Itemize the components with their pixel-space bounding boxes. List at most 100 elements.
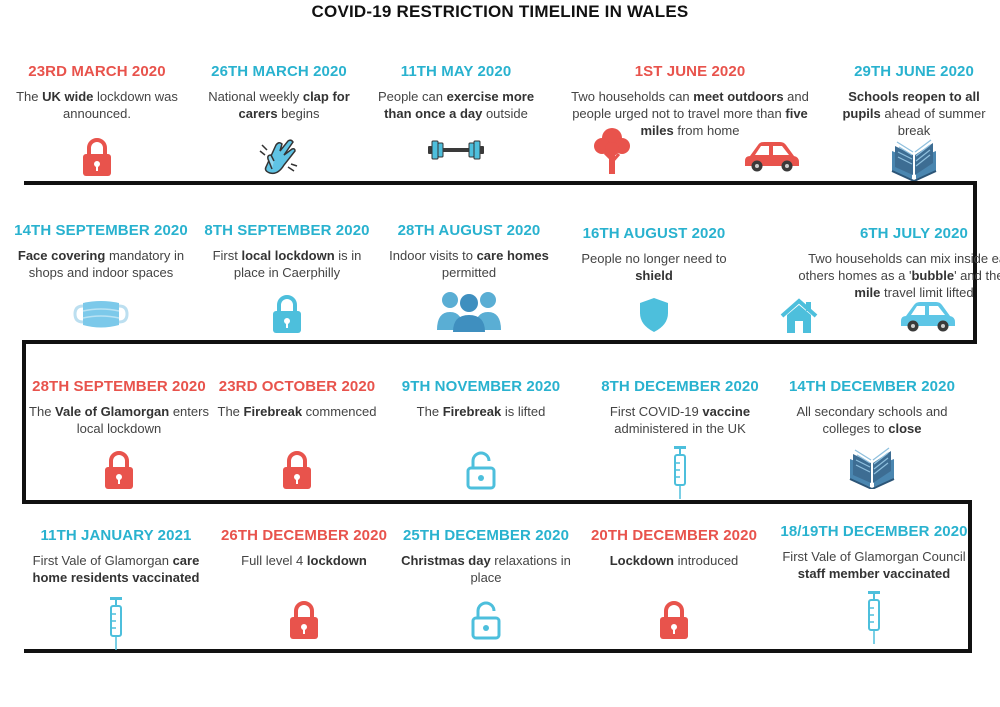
event-date: 28TH SEPTEMBER 2020 [32, 378, 206, 395]
event-description-text: enters local lockdown [76, 404, 209, 436]
dumbbell-icon [428, 137, 484, 168]
event-description: First Vale of Glamorgan Council staff me… [779, 548, 969, 582]
timeline-event: 26TH MARCH 2020 National weekly clap for … [194, 63, 364, 122]
event-description-text: The [217, 404, 244, 419]
event-description: The Firebreak commenced [212, 403, 382, 420]
timeline-event: 25TH DECEMBER 2020 Christmas day relaxati… [401, 527, 571, 586]
event-description-text: five mile [854, 285, 881, 300]
event-description: First Vale of Glamorgan care home reside… [21, 552, 211, 586]
event-description-text: First [212, 248, 242, 263]
event-description: First COVID-19 vaccine administered in t… [590, 403, 770, 437]
timeline-event: 20TH DECEMBER 2020 Lockdown introduced [589, 527, 759, 569]
lock-closed-icon [104, 450, 134, 495]
event-description: Face covering mandatory in shops and ind… [11, 247, 191, 281]
event-description-text: All secondary schools and colleges to [796, 404, 948, 436]
page-title: COVID-19 RESTRICTION TIMELINE IN WALES [311, 2, 689, 21]
lock-open-icon [466, 450, 496, 495]
timeline-event: 1ST JUNE 2020 Two households can meet out… [555, 63, 825, 139]
shield-icon [639, 297, 669, 338]
event-description-text: and people urged not to travel more than [572, 89, 809, 121]
event-description: People can exercise more than once a day… [369, 88, 544, 122]
event-description: Lockdown introduced [589, 552, 759, 569]
clapping-hands-icon [258, 137, 300, 182]
event-description-text: ' and the [954, 268, 1000, 283]
timeline-event: 6TH JULY 2020 Two households can mix insi… [797, 225, 1000, 301]
timeline-event: 28TH SEPTEMBER 2020 The Vale of Glamorgan… [19, 378, 219, 437]
event-description-text: local lockdown [241, 248, 335, 263]
event-description-text: vaccine [702, 404, 751, 419]
event-description-text: mandatory in shops and indoor spaces [28, 248, 185, 280]
event-description-text: First COVID-19 [609, 404, 703, 419]
event-description-text: is lifted [501, 404, 546, 419]
event-description-text: commenced [302, 404, 377, 419]
event-description: Schools reopen to all pupils ahead of su… [834, 88, 994, 139]
event-description-text: lockdown was announced. [63, 89, 178, 121]
open-book-icon [846, 445, 898, 494]
event-description-text: People no longer need to [581, 251, 727, 266]
event-date: 18/19TH DECEMBER 2020 [780, 523, 968, 540]
syringe-icon [106, 596, 126, 656]
timeline-event: 11TH JANUARY 2021 First Vale of Glamorgan… [21, 527, 211, 586]
event-description-text: UK wide [42, 89, 94, 104]
event-date: 23RD MARCH 2020 [28, 63, 166, 80]
event-date: 26TH MARCH 2020 [211, 63, 347, 80]
timeline-event: 28TH AUGUST 2020 Indoor visits to care ho… [374, 222, 564, 281]
event-date: 29TH JUNE 2020 [854, 63, 974, 80]
event-description: Full level 4 lockdown [219, 552, 389, 569]
event-description-text: Vale of Glamorgan [55, 404, 170, 419]
lock-closed-icon [289, 600, 319, 645]
event-date: 23RD OCTOBER 2020 [218, 378, 376, 395]
event-description: People no longer need to shield [569, 250, 739, 284]
event-description-text: Firebreak [243, 404, 303, 419]
event-description-text: Face covering [17, 248, 106, 263]
lock-closed-icon [282, 450, 312, 495]
event-date: 20TH DECEMBER 2020 [590, 527, 758, 544]
event-description-text: Lockdown [609, 553, 674, 568]
timeline-event: 9TH NOVEMBER 2020 The Firebreak is lifted [396, 378, 566, 420]
face-mask-icon [73, 297, 129, 336]
event-description-text: is in place in Caerphilly [233, 248, 362, 280]
tree-icon [593, 126, 631, 179]
timeline-event: 14TH DECEMBER 2020 All secondary schools … [785, 378, 960, 437]
event-description-text: bubble [911, 268, 955, 283]
event-date: 6TH JULY 2020 [859, 225, 969, 242]
lock-closed-icon [272, 294, 302, 339]
timeline-event: 14TH SEPTEMBER 2020 Face covering mandato… [11, 222, 191, 281]
event-description: Two households can meet outdoors and peo… [555, 88, 825, 139]
event-date: 26TH DECEMBER 2020 [220, 527, 388, 544]
timeline-event: 23RD OCTOBER 2020 The Firebreak commenced [212, 378, 382, 420]
event-description-text: meet outdoors [693, 89, 784, 104]
event-description-text: five miles [640, 106, 808, 138]
event-description-text: outside [482, 106, 528, 121]
timeline-event: 18/19TH DECEMBER 2020 First Vale of Glamo… [779, 523, 969, 582]
event-date: 28TH AUGUST 2020 [397, 222, 541, 239]
event-description-text: National weekly [208, 89, 303, 104]
event-description-text: care home residents vaccinated [32, 553, 200, 585]
timeline-event: 16TH AUGUST 2020 People no longer need to… [569, 225, 739, 284]
event-date: 8TH DECEMBER 2020 [601, 378, 759, 395]
event-description-text: Indoor visits to [389, 248, 477, 263]
event-description-text: First Vale of Glamorgan Council [782, 549, 966, 564]
timeline-event: 8TH SEPTEMBER 2020 First local lockdown i… [202, 222, 372, 281]
timeline-event: 23RD MARCH 2020 The UK wide lockdown was … [0, 63, 197, 122]
event-description-text: travel limit lifted [880, 285, 974, 300]
timeline-event: 26TH DECEMBER 2020 Full level 4 lockdown [219, 527, 389, 569]
event-description-text: introduced [673, 553, 739, 568]
event-date: 11TH MAY 2020 [400, 63, 512, 80]
people-group-icon [437, 290, 501, 337]
event-description-text: clap for carers [238, 89, 350, 121]
event-description-text: The [16, 89, 43, 104]
event-description-text: Firebreak [442, 404, 502, 419]
event-description-text: staff member vaccinated [797, 566, 951, 581]
event-description-text: exercise more than once a day [384, 89, 535, 121]
timeline-event: 8TH DECEMBER 2020 First COVID-19 vaccine … [590, 378, 770, 437]
event-description-text: The [416, 404, 443, 419]
event-description: The Firebreak is lifted [396, 403, 566, 420]
event-description-text: Christmas day [401, 553, 491, 568]
event-description-text: Full level 4 [241, 553, 307, 568]
event-date: 1ST JUNE 2020 [634, 63, 746, 80]
event-date: 14TH SEPTEMBER 2020 [14, 222, 188, 239]
event-description: First local lockdown is in place in Caer… [202, 247, 372, 281]
event-date: 14TH DECEMBER 2020 [788, 378, 956, 395]
